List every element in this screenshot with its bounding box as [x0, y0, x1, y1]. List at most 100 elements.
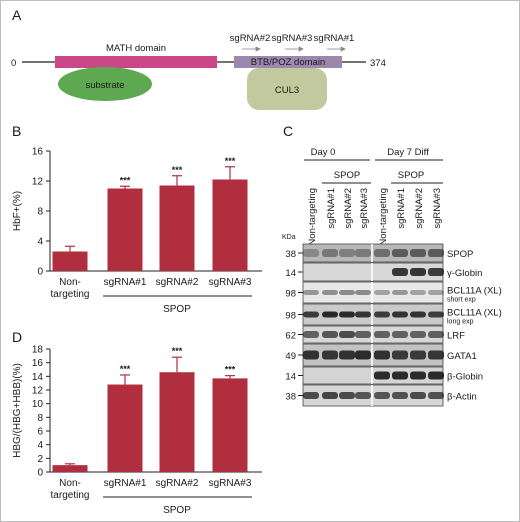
blot-band	[339, 331, 355, 338]
blot-band	[392, 311, 408, 318]
row-label: β-Actin	[447, 392, 477, 403]
lane-label: sgRNA#3	[432, 188, 443, 229]
category-label-0: Non-	[59, 478, 81, 489]
mw-marker: 14	[285, 372, 296, 383]
lane-label: Non-targeting	[378, 188, 389, 246]
day7-label: Day 7 Diff	[387, 147, 429, 158]
row-label: BCL11A (XL)	[447, 308, 502, 319]
blot-band	[303, 290, 319, 295]
blot-band	[410, 311, 426, 318]
blot-band	[428, 249, 444, 257]
sgrna-3-arrowhead	[298, 46, 304, 52]
blot-band	[374, 392, 390, 399]
significance-1: ***	[120, 175, 131, 185]
day0-label: Day 0	[311, 147, 336, 158]
blot-band	[374, 371, 390, 380]
lane-label: Non-targeting	[307, 188, 318, 246]
bar-1	[107, 188, 143, 271]
category-label-3: sgRNA#3	[209, 277, 252, 288]
category-label-3: sgRNA#3	[209, 478, 252, 489]
y-tick-label: 12	[32, 177, 44, 188]
blot-band	[410, 290, 426, 295]
blot-band	[339, 290, 355, 295]
domain-start: 0	[11, 58, 16, 69]
y-tick-label: 14	[32, 372, 44, 383]
row-sublabel: long exp	[447, 319, 474, 326]
blot-band	[410, 249, 426, 257]
lane-label: sgRNA#1	[396, 188, 407, 229]
sgrna-1-label: sgRNA#1	[314, 33, 355, 44]
mw-marker: 62	[285, 331, 296, 342]
y-tick-label: 0	[37, 267, 43, 278]
panel-c-label: C	[283, 123, 293, 139]
y-tick-label: 16	[32, 358, 44, 369]
spop-label-left: SPOP	[334, 170, 360, 181]
sgrna-2-arrowhead	[255, 46, 261, 52]
blot-band	[322, 249, 338, 257]
blot-band	[339, 311, 355, 318]
bar-2	[159, 372, 195, 472]
category-label-2: sgRNA#2	[156, 478, 199, 489]
blot-band	[428, 350, 444, 360]
blot-band	[355, 290, 371, 295]
row-label: GATA1	[447, 351, 477, 362]
mw-marker: 14	[285, 268, 296, 279]
significance-3: ***	[225, 365, 236, 375]
lane-label: sgRNA#2	[414, 188, 425, 229]
blot-band	[303, 392, 319, 399]
sgrna-1-arrowhead	[340, 46, 346, 52]
math-domain	[55, 56, 217, 68]
panel-a-label: A	[12, 7, 22, 23]
y-tick-label: 4	[37, 237, 43, 248]
bar-0	[52, 465, 88, 472]
bar-3	[212, 179, 248, 271]
bar-0	[52, 251, 88, 271]
y-tick-label: 10	[32, 399, 44, 410]
category-label-0: targeting	[51, 289, 90, 300]
mw-marker: 38	[285, 249, 296, 260]
blot-band	[303, 331, 319, 338]
mw-marker: 38	[285, 392, 296, 403]
mw-marker: 98	[285, 311, 296, 322]
y-tick-label: 0	[37, 468, 43, 479]
y-tick-label: 2	[37, 454, 43, 465]
blot-band	[355, 331, 371, 338]
bar-2	[159, 185, 195, 271]
blot-band	[374, 350, 390, 360]
y-tick-label: 8	[37, 413, 43, 424]
row-sublabel: short exp	[447, 297, 476, 304]
panel-b-label: B	[12, 123, 21, 139]
blot-band	[355, 350, 371, 360]
blot-band	[339, 350, 355, 360]
significance-3: ***	[225, 156, 236, 166]
blot-band	[374, 311, 390, 318]
cul3-label: CUL3	[275, 85, 299, 96]
blot-band	[392, 290, 408, 295]
blot-band	[410, 331, 426, 338]
blot-band	[355, 249, 371, 257]
y-tick-label: 16	[32, 147, 44, 158]
btb-domain-label: BTB/POZ domain	[251, 57, 325, 68]
blot-band	[303, 249, 319, 257]
blot-band	[303, 350, 319, 360]
row-label: LRF	[447, 331, 465, 342]
blot-band	[322, 311, 338, 318]
panel-d-label: D	[12, 329, 22, 345]
significance-1: ***	[120, 364, 131, 374]
blot-band	[410, 268, 426, 276]
blot-band	[303, 311, 319, 318]
math-domain-label: MATH domain	[106, 43, 166, 54]
lane-label: sgRNA#2	[343, 188, 354, 229]
blot-band	[322, 350, 338, 360]
lane-label: sgRNA#1	[326, 188, 337, 229]
cul3-box	[247, 68, 327, 110]
blot-band	[392, 350, 408, 360]
bar-1	[107, 384, 143, 472]
blot-band	[428, 311, 444, 318]
y-axis-label: HbF+(%)	[12, 191, 23, 231]
mw-marker: 49	[285, 351, 296, 362]
category-label-2: sgRNA#2	[156, 277, 199, 288]
row-label: β-Globin	[447, 372, 483, 383]
blot-band	[374, 290, 390, 295]
